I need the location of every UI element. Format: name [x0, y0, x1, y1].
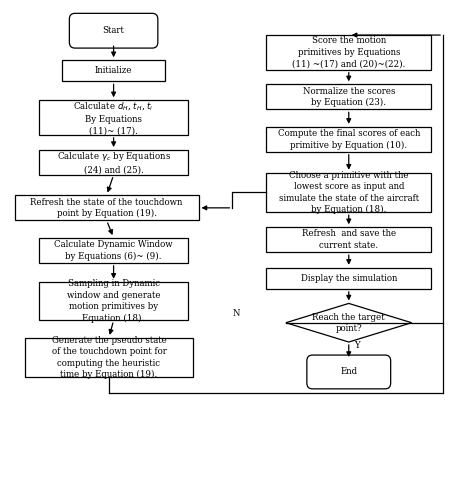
- Text: Refresh  and save the
current state.: Refresh and save the current state.: [301, 229, 396, 250]
- Polygon shape: [286, 303, 411, 342]
- Text: Y: Y: [354, 341, 360, 351]
- Text: Reach the target
point?: Reach the target point?: [312, 312, 385, 333]
- Text: Refresh the state of the touchdown
point by Equation (19).: Refresh the state of the touchdown point…: [30, 197, 183, 218]
- FancyBboxPatch shape: [266, 35, 431, 70]
- FancyBboxPatch shape: [266, 84, 431, 109]
- Text: Sampling in Dynamic
window and generate
motion primitives by
Equation (18).: Sampling in Dynamic window and generate …: [67, 279, 160, 323]
- Text: Normalize the scores
by Equation (23).: Normalize the scores by Equation (23).: [302, 86, 395, 107]
- Text: Calculate $d_H$, $t_H$, $t_i$
By Equations
(11)~ (17).: Calculate $d_H$, $t_H$, $t_i$ By Equatio…: [73, 100, 154, 135]
- Text: End: End: [340, 367, 357, 377]
- Text: Start: Start: [103, 26, 125, 35]
- FancyBboxPatch shape: [69, 13, 158, 48]
- FancyBboxPatch shape: [63, 60, 165, 82]
- FancyBboxPatch shape: [39, 150, 188, 175]
- Text: Calculate Dynamic Window
by Equations (6)~ (9).: Calculate Dynamic Window by Equations (6…: [55, 240, 173, 261]
- FancyBboxPatch shape: [39, 238, 188, 263]
- Text: Initialize: Initialize: [95, 66, 132, 75]
- FancyBboxPatch shape: [266, 268, 431, 289]
- Text: N: N: [232, 308, 240, 318]
- FancyBboxPatch shape: [39, 100, 188, 135]
- FancyBboxPatch shape: [25, 338, 193, 377]
- FancyBboxPatch shape: [266, 127, 431, 152]
- Text: Calculate $\gamma_c$ by Equations
(24) and (25).: Calculate $\gamma_c$ by Equations (24) a…: [56, 150, 171, 175]
- Text: Display the simulation: Display the simulation: [301, 274, 397, 283]
- Text: Compute the final scores of each
primitive by Equation (10).: Compute the final scores of each primiti…: [278, 129, 420, 150]
- FancyBboxPatch shape: [266, 227, 431, 252]
- Text: Generate the pseudo state
of the touchdown point for
computing the heuristic
tim: Generate the pseudo state of the touchdo…: [52, 336, 166, 379]
- Text: Score the motion
primitives by Equations
(11) ~(17) and (20)~(22).: Score the motion primitives by Equations…: [292, 36, 405, 68]
- FancyBboxPatch shape: [307, 355, 391, 389]
- FancyBboxPatch shape: [15, 195, 199, 220]
- Text: Choose a primitive with the
lowest score as input and
simulate the state of the : Choose a primitive with the lowest score…: [279, 171, 419, 214]
- FancyBboxPatch shape: [39, 282, 188, 320]
- FancyBboxPatch shape: [266, 173, 431, 212]
